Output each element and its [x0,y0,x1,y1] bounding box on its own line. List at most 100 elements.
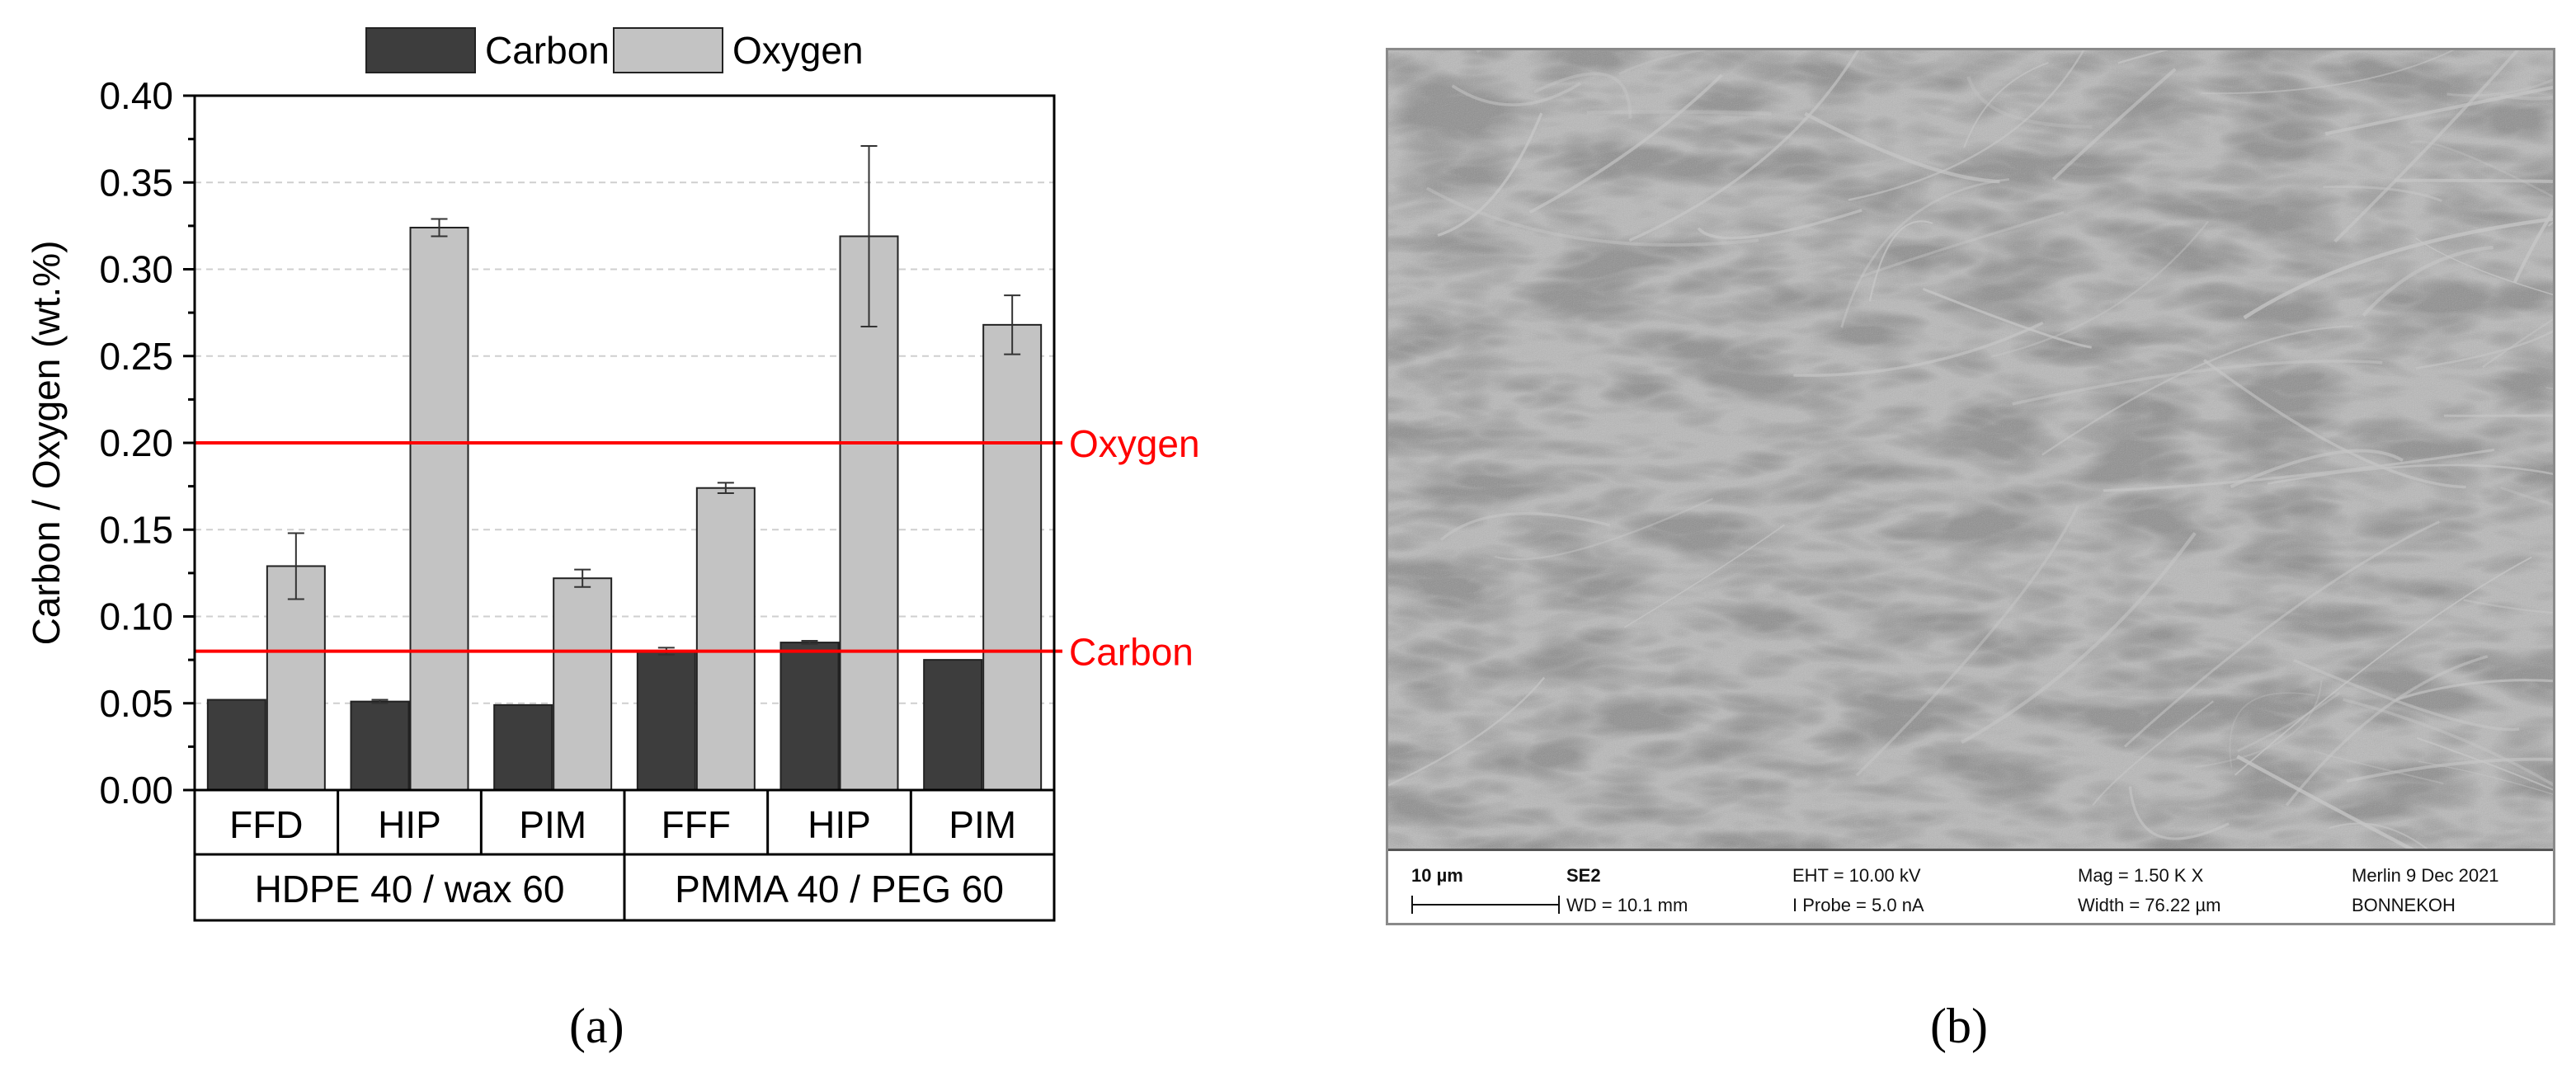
detector-label: SE2 [1566,865,1601,886]
bar-oxygen [839,235,899,791]
sem-boundary-ridge [1848,50,2085,201]
caption-b: (b) [1930,999,1988,1053]
sem-boundary-ridge [2201,50,2455,95]
sem-boundary-ridge [1697,209,1863,240]
sem-boundary-ridge [1990,220,2209,358]
bar-carbon [779,642,840,792]
eht-value: EHT = 10.00 kV [1792,865,1921,886]
category-label: HIP [378,803,441,846]
scale-bar-label: 10 µm [1411,865,1463,886]
sem-boundary-ridge [1528,73,1723,214]
operator-name: BONNEKOH [2352,895,2456,915]
probe-current: I Probe = 5.0 nA [1792,895,1924,915]
category-label: FFF [662,803,731,846]
y-tick-label: 0.05 [99,682,173,725]
sem-boundary-ridge [2333,50,2520,243]
sem-boundary-ridge [1922,287,2092,349]
field-width: Width = 76.22 µm [2078,895,2221,915]
legend-swatch-oxygen [613,27,723,73]
sem-boundary-ridge [2463,599,2553,614]
sem-boundary-ridge [1868,220,1933,302]
y-tick-label: 0.00 [99,769,173,812]
y-tick-label: 0.30 [99,248,173,291]
bar-oxygen [982,323,1043,791]
y-tick-label: 0.20 [99,421,173,464]
sem-boundary-ridge [1961,532,2197,745]
bar-carbon [350,700,410,792]
sem-boundary-ridge [1840,178,2010,328]
sem-boundary-ridge [2293,658,2520,732]
sem-boundary-ridge [1388,676,1546,787]
y-tick-label: 0.15 [99,508,173,551]
sem-micrograph-image [1388,50,2553,849]
sem-boundary-ridge [1533,72,1632,119]
sem-boundary-ridge [1963,61,2049,148]
sem-boundary-ridge [1855,505,2079,777]
sem-boundary-ridge [2346,757,2553,783]
group-label: PMMA 40 / PEG 60 [675,868,1004,910]
sem-boundary-ridge [2235,556,2532,776]
y-axis-label: Carbon / Oxygen (wt.%) [25,241,68,646]
sem-boundary-ridge [2230,449,2404,488]
reference-label-carbon: Carbon [1069,631,1194,674]
bar-oxygen [553,577,613,791]
sem-boundary-ridge [2443,414,2553,417]
sem-boundary-ridge [1804,111,2000,184]
sem-boundary-ridge [1618,50,1710,76]
bar-oxygen [695,487,756,791]
bar-carbon [206,699,266,791]
sem-boundary-ridge [2229,692,2316,768]
bar-oxygen [409,226,469,792]
y-tick-label: 0.40 [99,74,173,117]
sem-boundary-ridge [1425,186,1759,247]
sem-boundary-ridge [2128,786,2230,840]
sem-boundary-ridge [1494,497,1713,561]
sem-boundary-ridge [2362,245,2494,318]
sem-boundary-ridge [2236,755,2415,849]
scale-bar-right-tick [1558,896,1560,914]
sem-boundary-ridge [1966,76,2093,129]
sem-boundary-ridge [2323,185,2442,203]
sem-boundary-ridge [2394,178,2553,183]
legend-label-oxygen: Oxygen [732,29,864,72]
sem-boundary-ridge [2313,750,2444,785]
y-tick-label: 0.10 [99,595,173,638]
bar-carbon [493,703,553,791]
bar-carbon [636,650,696,791]
sem-boundary-ridge [2051,68,2177,181]
sem-boundary-ridge [1860,210,2065,279]
sem-boundary-ridge [2415,330,2553,369]
caption-a: (a) [569,999,624,1053]
sem-boundary-ridge [2499,93,2553,101]
category-label: HIP [808,803,871,846]
sem-boundary-ridge [2418,760,2553,795]
sem-boundary-ridge [2285,655,2489,807]
sem-boundary-ridge [2409,140,2553,198]
instrument-date: Merlin 9 Dec 2021 [2352,865,2499,886]
sem-boundary-ridge [2195,680,2323,769]
sem-boundary-ridge [1437,112,1543,238]
sem-boundary-ridge [2324,85,2553,136]
scale-bar [1411,904,1560,906]
sem-boundary-ridge [2123,520,2441,748]
sem-boundary-ridge [1439,512,1611,541]
magnification: Mag = 1.50 K X [2078,865,2204,886]
sem-boundary-ridge [2202,359,2466,489]
sem-boundary-ridge [2329,822,2428,849]
bar-oxygen [266,565,326,792]
sem-boundary-ridge [2499,486,2553,506]
category-label: PIM [519,803,586,846]
bar-carbon [923,659,983,791]
sem-boundary-ridge [1628,50,1860,242]
sem-boundary-ridge [2041,325,2353,456]
sem-boundary-ridge [2237,692,2341,753]
sem-boundary-ridge [1793,321,2044,377]
bar-chart: Oxygen Carbon 0.00 0.05 0.10 0.15 0.20 0.25 0.3… [25,27,1200,922]
category-label: PIM [949,803,1016,846]
sem-boundary-ridge [2416,736,2553,791]
working-distance: WD = 10.1 mm [1566,895,1688,915]
legend-label-carbon: Carbon [485,29,610,72]
category-label: FFD [229,803,303,846]
sem-boundary-ridge [2092,700,2214,807]
